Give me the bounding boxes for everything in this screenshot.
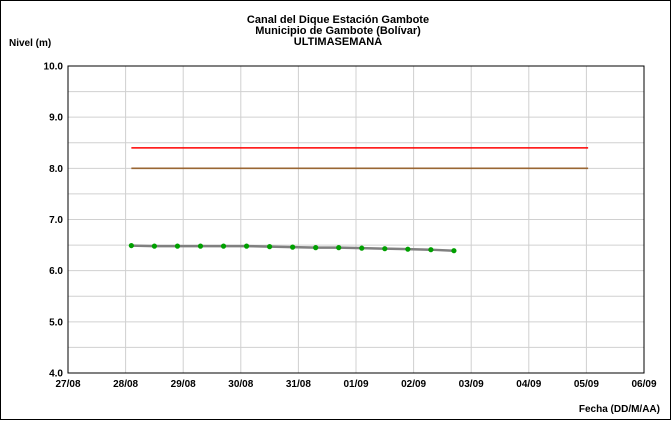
x-tick-label: 06/09 [631,379,656,390]
x-tick-label: 30/08 [228,379,253,390]
x-tick-label: 05/09 [574,379,599,390]
y-tick-label: 9.0 [49,113,63,124]
x-tick-label: 01/09 [343,379,368,390]
data-point [220,243,227,249]
data-point [243,243,250,249]
x-tick-label: 31/08 [286,379,311,390]
plot-area [67,65,645,374]
y-tick-label: 8.0 [49,164,63,175]
data-point [128,242,134,249]
chart-title-line-1: Canal del Dique Estación Gambote [247,14,429,26]
x-tick-label: 29/08 [171,379,196,390]
data-point [313,245,319,251]
y-tick-label: 5.0 [49,317,63,328]
data-point [151,243,157,249]
data-point [174,243,181,249]
data-point [359,245,365,251]
data-point [197,243,204,249]
data-point [428,247,434,253]
x-tick-label: 27/08 [55,379,80,390]
chart-title-line-3: ULTIMASEMANA [294,36,382,48]
x-tick-label: 03/09 [459,379,484,390]
chart-title: Canal del Dique Estación GamboteMunicipi… [247,14,429,48]
y-tick-label: 10.0 [44,62,64,73]
data-point [336,245,342,251]
data-point [290,244,296,250]
y-axis-label: Nivel (m) [9,38,51,49]
x-tick-label: 28/08 [113,379,138,390]
data-point [451,248,457,254]
data-point [405,246,411,252]
data-point [382,246,388,252]
y-tick-label: 6.0 [49,266,63,277]
gridlines [67,65,645,374]
chart-title-line-2: Municipio de Gambote (Bolívar) [255,25,421,37]
data-point [267,244,273,250]
reference-lines [131,147,589,170]
y-tick-label: 7.0 [49,215,63,226]
x-tick-label: 02/09 [401,379,426,390]
series-layer [128,242,457,254]
y-tick-label: 4.0 [49,369,63,380]
x-tick-label: 04/09 [516,379,541,390]
y-tick-labels: 4.0 5.0 6.0 7.0 8.0 9.0 10.0 [44,62,64,380]
x-axis-label: Fecha (DD/M/AA) [579,404,660,415]
x-tick-labels: 27/08 28/08 29/08 30/08 31/08 01/09 02/09 03/09… [55,379,656,390]
